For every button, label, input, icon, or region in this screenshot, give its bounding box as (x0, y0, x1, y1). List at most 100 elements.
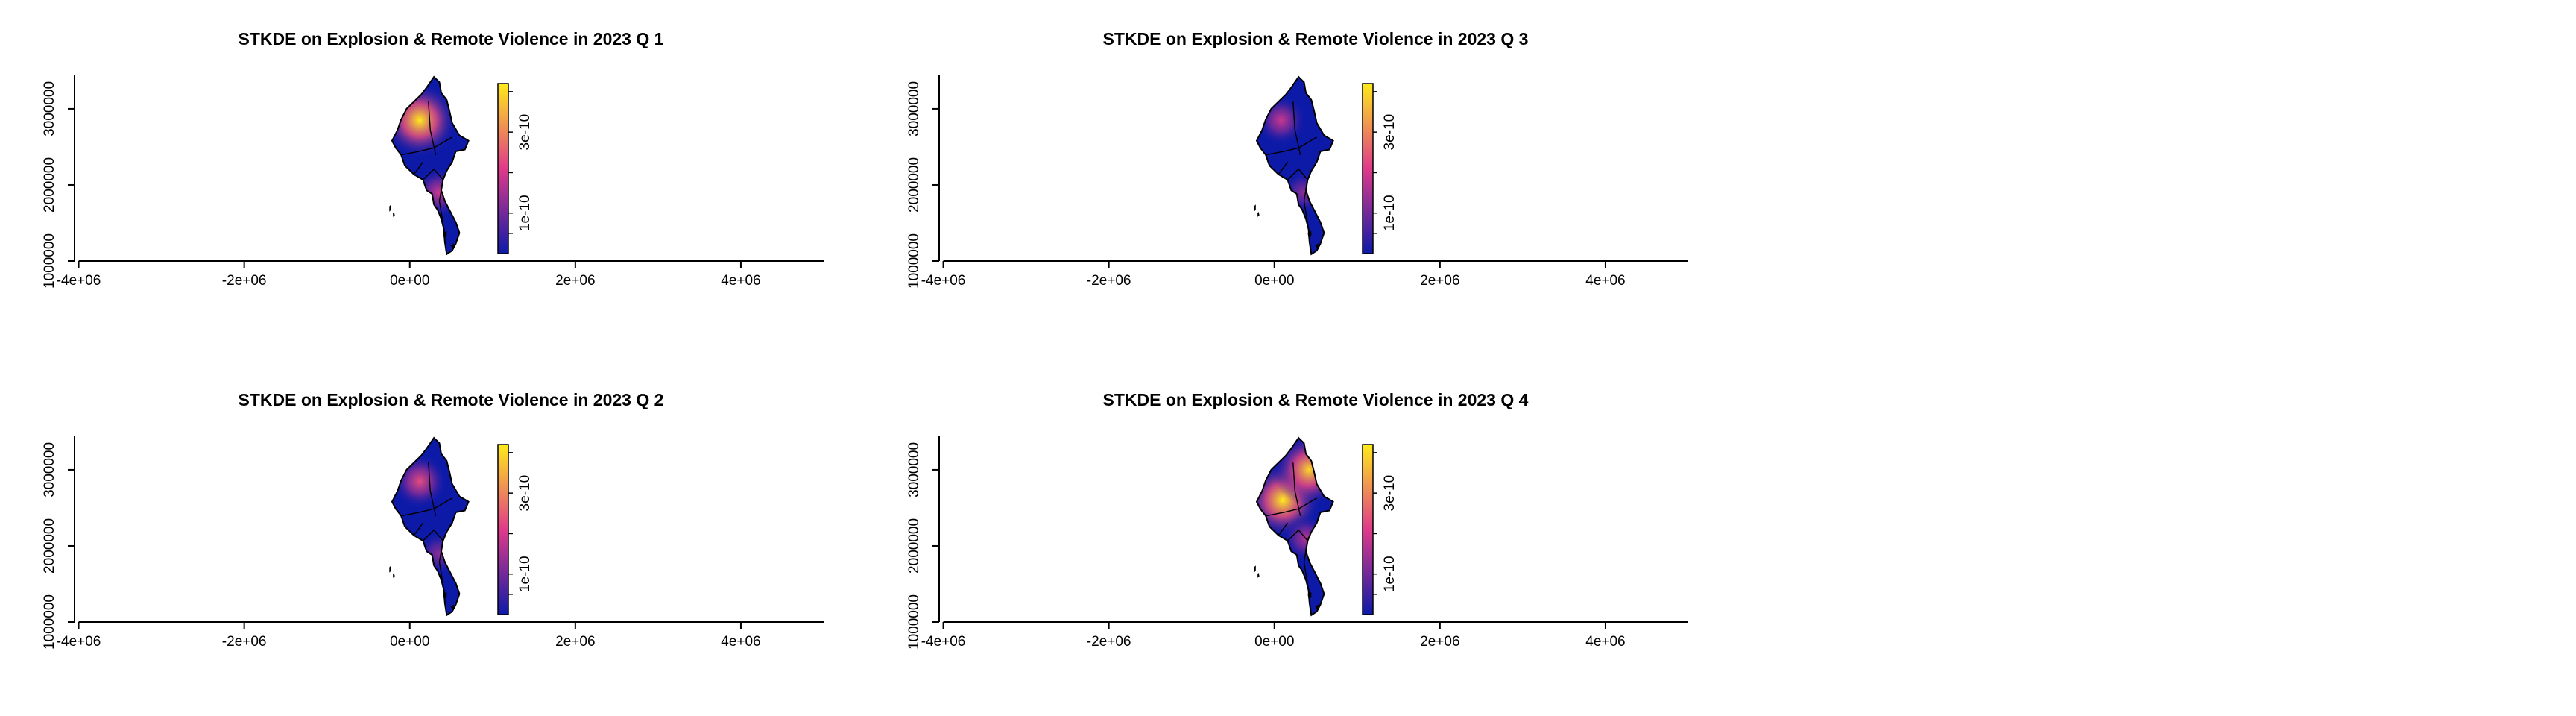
country-outline (1255, 75, 1334, 256)
y-axis: 1000000 2000000 3000000 (42, 75, 75, 289)
region-border (401, 497, 452, 517)
y-tick-label: 1000000 (42, 594, 57, 650)
color-legend: 1e-10 3e-10 (497, 83, 533, 254)
y-tick-label: 2000000 (42, 157, 57, 213)
x-tick-label: -4e+06 (57, 273, 101, 289)
region-border (423, 168, 443, 180)
y-axis: 1000000 2000000 3000000 (906, 75, 940, 289)
density-map (389, 75, 470, 256)
y-tick-label: 2000000 (906, 157, 922, 213)
legend-tick-label: 1e-10 (517, 556, 533, 592)
region-border (1292, 101, 1301, 155)
x-tick-label: 4e+06 (721, 273, 760, 289)
legend-tick-label: 3e-10 (517, 475, 533, 512)
density-hotspot (1257, 95, 1307, 145)
island (1307, 591, 1312, 600)
density-hotspot (1281, 171, 1325, 215)
island (450, 243, 455, 249)
legend-tick-label: 3e-10 (1382, 114, 1398, 151)
chart-title: STKDE on Explosion & Remote Violence in … (239, 390, 664, 409)
color-legend: 1e-10 3e-10 (497, 444, 533, 615)
region-border (413, 161, 424, 175)
y-tick-label: 2000000 (42, 518, 57, 574)
density-map (1254, 436, 1334, 617)
x-tick-label: 4e+06 (1585, 634, 1625, 650)
x-tick-label: -2e+06 (1087, 634, 1131, 650)
chart-title: STKDE on Explosion & Remote Violence in … (239, 29, 664, 48)
region-border (1278, 522, 1289, 536)
region-border (1266, 497, 1317, 517)
x-tick-label: 0e+00 (390, 273, 429, 289)
color-bar (1362, 444, 1374, 615)
density-map (389, 436, 470, 617)
region-border (413, 522, 424, 536)
region-border (1266, 136, 1317, 156)
x-tick-label: -4e+06 (57, 634, 101, 650)
island (1315, 243, 1319, 249)
region-border (401, 136, 452, 156)
legend-tick-label: 1e-10 (1382, 556, 1398, 592)
country-outline (391, 75, 470, 256)
legend-tick-label: 3e-10 (517, 114, 533, 151)
y-tick-label: 2000000 (906, 518, 922, 574)
island (393, 572, 395, 578)
x-tick-label: 4e+06 (721, 634, 760, 650)
country-outline (1255, 436, 1334, 617)
country-outline (391, 436, 470, 617)
y-tick-label: 3000000 (42, 442, 57, 497)
island (1307, 230, 1312, 239)
region-border (1278, 161, 1289, 175)
region-border (1292, 462, 1301, 516)
x-tick-label: -4e+06 (921, 273, 966, 289)
chart-panel-4: STKDE on Explosion & Remote Violence in … (906, 390, 1688, 650)
x-axis: -4e+06 -2e+06 0e+00 2e+06 4e+06 (57, 260, 824, 289)
chart-title: STKDE on Explosion & Remote Violence in … (1103, 390, 1529, 409)
y-axis: 1000000 2000000 3000000 (906, 436, 940, 650)
chart-panel-3: STKDE on Explosion & Remote Violence in … (906, 29, 1688, 289)
x-tick-label: 2e+06 (555, 273, 595, 289)
x-tick-label: 2e+06 (1420, 273, 1459, 289)
y-tick-label: 3000000 (906, 442, 922, 497)
density-hotspot (417, 532, 461, 576)
island (389, 565, 391, 573)
island (389, 204, 391, 212)
x-tick-label: 4e+06 (1585, 273, 1625, 289)
island (1257, 572, 1260, 578)
island (450, 604, 455, 610)
region-border (428, 101, 437, 155)
color-bar (1362, 83, 1374, 254)
legend-tick-label: 1e-10 (517, 195, 533, 231)
chart-title: STKDE on Explosion & Remote Violence in … (1103, 29, 1529, 48)
x-tick-label: -2e+06 (222, 634, 267, 650)
island (1315, 604, 1319, 610)
density-hotspot (1272, 438, 1333, 506)
y-tick-label: 1000000 (906, 233, 922, 289)
island (393, 211, 395, 217)
island (1254, 204, 1256, 212)
region-border (423, 529, 443, 541)
island (443, 591, 447, 600)
island (1254, 565, 1256, 573)
x-tick-label: 0e+00 (390, 634, 429, 650)
legend-tick-label: 3e-10 (1382, 475, 1398, 512)
density-hotspot (392, 83, 458, 158)
y-tick-label: 3000000 (42, 81, 57, 136)
x-tick-label: -2e+06 (1087, 273, 1131, 289)
x-axis: -4e+06 -2e+06 0e+00 2e+06 4e+06 (921, 260, 1688, 289)
chart-panel-1: STKDE on Explosion & Remote Violence in … (42, 29, 824, 289)
color-legend: 1e-10 3e-10 (1362, 83, 1398, 254)
region-border (428, 462, 437, 516)
color-bar (497, 444, 509, 615)
region-border (1287, 529, 1308, 541)
x-tick-label: 0e+00 (1254, 634, 1294, 650)
x-axis: -4e+06 -2e+06 0e+00 2e+06 4e+06 (57, 621, 824, 650)
density-map (1254, 75, 1334, 256)
x-tick-label: 2e+06 (1420, 634, 1459, 650)
island (443, 230, 447, 239)
x-tick-label: -2e+06 (222, 273, 267, 289)
x-tick-label: 0e+00 (1254, 273, 1294, 289)
y-tick-label: 1000000 (906, 594, 922, 650)
x-axis: -4e+06 -2e+06 0e+00 2e+06 4e+06 (921, 621, 1688, 650)
y-tick-label: 3000000 (906, 81, 922, 136)
